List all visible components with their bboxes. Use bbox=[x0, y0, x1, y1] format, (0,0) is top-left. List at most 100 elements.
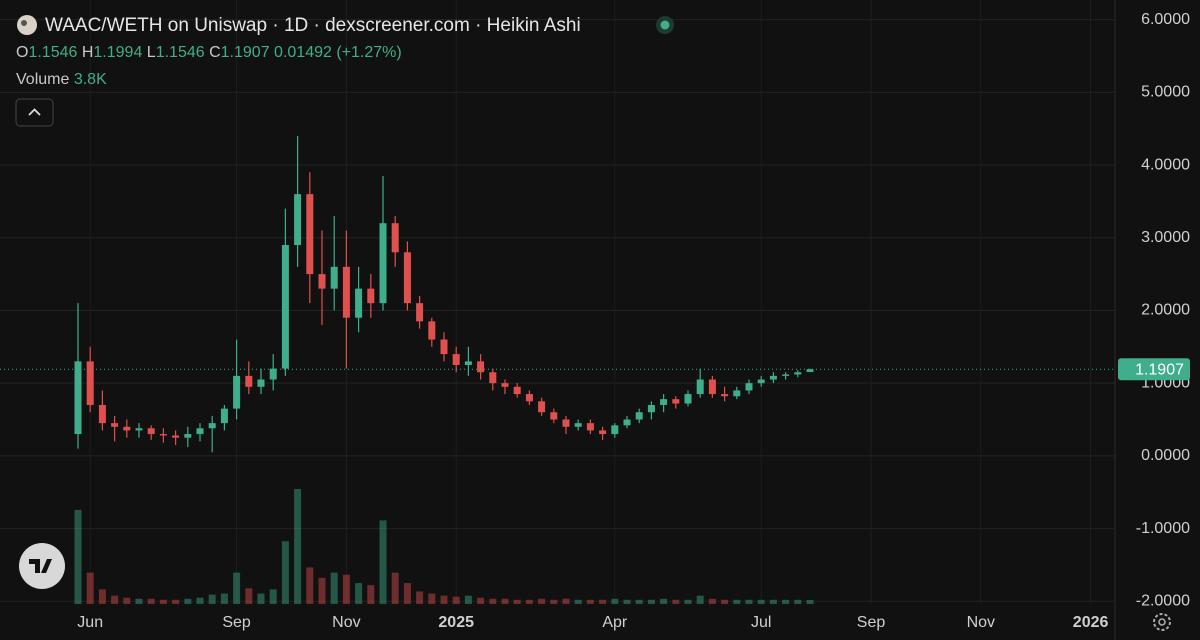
low-value: 1.1546 bbox=[156, 44, 205, 61]
candle-body bbox=[281, 245, 289, 369]
candle-body bbox=[220, 408, 228, 424]
candle-body bbox=[257, 379, 265, 387]
volume-bar bbox=[342, 574, 350, 604]
volume-bar bbox=[74, 509, 82, 604]
candle-body bbox=[318, 274, 326, 289]
volume-bar bbox=[782, 599, 790, 604]
volume-bar bbox=[611, 598, 619, 604]
volume-bar bbox=[574, 599, 582, 604]
candle-body bbox=[782, 374, 790, 376]
volume-bar bbox=[135, 598, 143, 604]
candle-body bbox=[342, 266, 350, 318]
candle-body bbox=[660, 399, 668, 405]
candle-body bbox=[733, 390, 741, 397]
last-price-label: 1.1907 bbox=[1135, 362, 1184, 379]
volume-bar bbox=[281, 541, 289, 604]
volume-bar bbox=[318, 577, 326, 604]
candle-body bbox=[769, 375, 777, 380]
x-tick-label: Jun bbox=[77, 614, 103, 631]
volume-bar bbox=[599, 599, 607, 604]
volume-bar bbox=[355, 583, 363, 604]
volume-bar bbox=[550, 599, 558, 604]
tv-logo-mark bbox=[29, 559, 52, 573]
x-tick-label: Sep bbox=[222, 614, 251, 631]
volume-bar bbox=[452, 596, 460, 604]
candle-body bbox=[86, 361, 94, 405]
open-label: O bbox=[16, 44, 28, 61]
candle-body bbox=[513, 386, 521, 395]
candle-layer bbox=[74, 135, 814, 453]
candle-body bbox=[684, 394, 692, 404]
x-tick-label: Jul bbox=[751, 614, 771, 631]
candle-body bbox=[123, 426, 131, 431]
candle-body bbox=[379, 223, 387, 304]
volume-bar bbox=[196, 597, 204, 604]
collapse-icon bbox=[28, 108, 41, 116]
candle-body bbox=[245, 375, 253, 387]
volume-bar bbox=[464, 595, 472, 604]
candle-body bbox=[452, 354, 460, 365]
candle-body bbox=[294, 194, 302, 246]
volume-bar bbox=[794, 599, 802, 604]
volume-row: Volume 3.8K bbox=[16, 71, 107, 88]
candle-body bbox=[269, 368, 277, 380]
x-tick-label: Sep bbox=[857, 614, 886, 631]
volume-bar bbox=[684, 599, 692, 604]
volume-bar bbox=[745, 599, 753, 604]
y-tick-label: 3.0000 bbox=[1141, 229, 1190, 246]
volume-bar bbox=[769, 599, 777, 604]
volume-last: 3.8K bbox=[74, 71, 107, 88]
volume-bar bbox=[806, 600, 814, 604]
candle-body bbox=[233, 375, 241, 409]
volume-bar bbox=[440, 595, 448, 604]
y-tick-label: 4.0000 bbox=[1141, 156, 1190, 173]
x-tick-label: 2025 bbox=[438, 614, 474, 631]
volume-bar bbox=[513, 599, 521, 604]
candle-body bbox=[428, 321, 436, 340]
change-pct: (+1.27%) bbox=[336, 44, 401, 61]
volume-bar bbox=[403, 583, 411, 604]
volume-bar bbox=[525, 599, 533, 604]
volume-bar bbox=[586, 599, 594, 604]
candle-body bbox=[208, 423, 216, 429]
token-icon-detail bbox=[21, 20, 27, 26]
low-label: L bbox=[147, 44, 156, 61]
ohlc-row: O1.1546 H1.1994 L1.1546 C1.1907 0.01492 … bbox=[16, 44, 402, 61]
settings-gear[interactable] bbox=[1153, 613, 1171, 631]
last-price-box bbox=[1118, 358, 1190, 381]
volume-bar bbox=[98, 589, 106, 604]
candle-body bbox=[135, 428, 143, 431]
collapse-button[interactable] bbox=[15, 98, 54, 127]
volume-bar bbox=[208, 594, 216, 604]
candle-body bbox=[196, 428, 204, 435]
candle-body bbox=[721, 394, 729, 397]
x-tick-label: 2026 bbox=[1073, 614, 1109, 631]
volume-bar bbox=[86, 572, 94, 604]
candle-body bbox=[794, 372, 802, 375]
volume-bar bbox=[623, 599, 631, 604]
candle-body bbox=[599, 430, 607, 435]
volume-bar bbox=[501, 598, 509, 604]
candle-body bbox=[159, 434, 167, 436]
candle-body bbox=[306, 194, 314, 275]
candle-body bbox=[367, 288, 375, 304]
candle-body bbox=[172, 435, 180, 438]
candle-body bbox=[440, 339, 448, 355]
candle-body bbox=[111, 423, 119, 427]
candle-body bbox=[611, 425, 619, 435]
volume-bar bbox=[562, 598, 570, 604]
candle-body bbox=[525, 394, 533, 402]
volume-bar bbox=[672, 599, 680, 604]
y-tick-label: -1.0000 bbox=[1136, 520, 1190, 537]
y-tick-label: -2.0000 bbox=[1136, 592, 1190, 609]
volume-bar bbox=[220, 593, 228, 604]
volume-bar bbox=[477, 597, 485, 604]
volume-bar bbox=[428, 593, 436, 604]
tv-logo[interactable] bbox=[19, 543, 65, 589]
candle-body bbox=[74, 361, 82, 435]
volume-bar bbox=[269, 589, 277, 604]
y-tick-label: 2.0000 bbox=[1141, 302, 1190, 319]
